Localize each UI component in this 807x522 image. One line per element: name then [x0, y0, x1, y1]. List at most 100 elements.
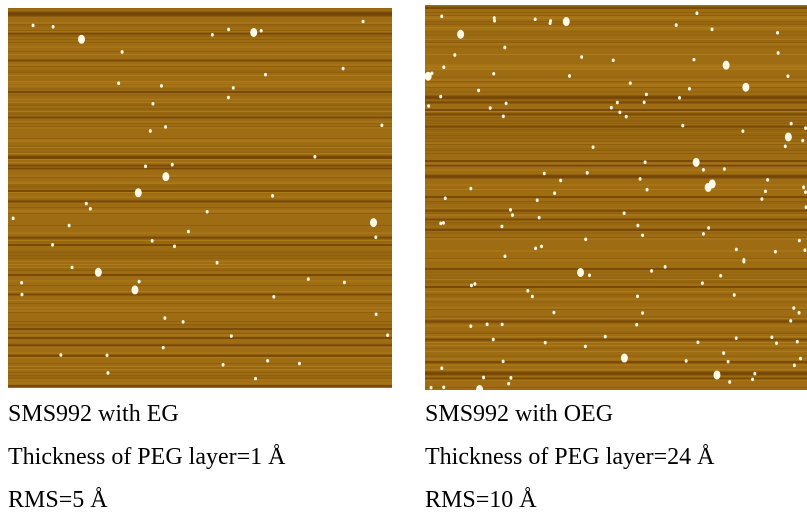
texture — [187, 230, 190, 234]
texture — [534, 247, 537, 251]
texture — [501, 323, 504, 327]
texture — [442, 221, 445, 225]
texture — [503, 46, 506, 50]
texture — [492, 72, 495, 76]
texture — [78, 35, 85, 44]
texture — [675, 23, 678, 27]
texture — [370, 218, 377, 227]
texture — [453, 53, 456, 57]
texture — [230, 334, 233, 338]
texture — [227, 28, 230, 32]
texture — [254, 377, 257, 381]
texture — [486, 323, 489, 327]
texture — [439, 222, 442, 226]
caption-rms: RMS=10 Å — [425, 479, 714, 522]
texture — [470, 284, 473, 288]
texture — [625, 115, 628, 119]
texture — [71, 266, 74, 270]
texture — [664, 265, 667, 269]
texture — [696, 340, 699, 344]
texture — [343, 281, 346, 285]
texture — [509, 376, 512, 380]
texture — [793, 364, 796, 368]
texture — [502, 115, 505, 119]
texture — [776, 31, 779, 35]
page: SMS992 with EG Thickness of PEG layer=1 … — [0, 0, 807, 513]
texture — [792, 306, 795, 310]
texture — [568, 74, 571, 78]
texture — [477, 89, 480, 93]
texture — [629, 81, 632, 85]
texture — [149, 129, 152, 133]
texture — [482, 376, 485, 380]
texture — [144, 165, 147, 169]
texture — [526, 289, 529, 293]
texture — [95, 268, 102, 277]
texture — [610, 106, 613, 110]
texture — [374, 235, 377, 239]
texture — [538, 216, 541, 220]
texture — [151, 102, 154, 106]
texture — [266, 359, 269, 363]
texture — [802, 185, 805, 189]
texture — [500, 225, 503, 229]
texture — [492, 338, 495, 342]
texture — [723, 61, 730, 70]
texture — [723, 167, 726, 171]
texture — [469, 324, 472, 328]
caption: SMS992 with EG Thickness of PEG layer=1 … — [8, 393, 285, 522]
texture — [742, 260, 745, 264]
texture — [51, 243, 54, 247]
texture — [160, 84, 163, 88]
texture — [577, 268, 584, 277]
texture — [442, 65, 445, 69]
texture — [469, 187, 472, 191]
texture — [796, 340, 799, 344]
texture — [534, 17, 537, 21]
texture — [380, 123, 383, 127]
texture — [636, 224, 639, 228]
texture — [711, 28, 714, 32]
texture — [643, 101, 646, 105]
texture — [777, 51, 780, 55]
texture — [764, 190, 767, 194]
texture — [163, 316, 166, 320]
texture — [702, 168, 705, 172]
texture — [444, 197, 447, 201]
caption-title: SMS992 with EG — [8, 393, 285, 436]
texture — [695, 11, 698, 15]
texture — [540, 245, 543, 249]
texture — [227, 96, 230, 100]
texture — [789, 319, 792, 323]
texture — [559, 179, 562, 183]
texture — [766, 178, 769, 182]
texture — [121, 50, 124, 54]
texture — [644, 160, 647, 164]
texture — [505, 102, 508, 106]
texture — [753, 372, 756, 376]
texture — [612, 59, 615, 63]
texture — [89, 207, 92, 211]
texture — [543, 172, 546, 176]
texture — [20, 293, 23, 297]
texture — [131, 285, 138, 294]
texture — [457, 30, 464, 39]
texture — [623, 211, 626, 215]
texture — [580, 55, 583, 59]
texture — [604, 335, 607, 339]
texture — [85, 202, 88, 206]
texture — [563, 17, 570, 26]
texture — [751, 378, 754, 382]
texture — [701, 281, 704, 285]
caption: SMS992 with OEG Thickness of PEG layer=2… — [425, 393, 714, 522]
texture — [799, 357, 802, 361]
texture — [728, 380, 731, 384]
texture — [164, 125, 167, 129]
texture — [20, 281, 23, 285]
texture — [621, 354, 628, 363]
caption-thickness: Thickness of PEG layer=24 Å — [425, 436, 714, 479]
texture — [735, 248, 738, 252]
texture — [106, 353, 109, 357]
texture — [733, 293, 736, 297]
texture — [549, 19, 552, 23]
